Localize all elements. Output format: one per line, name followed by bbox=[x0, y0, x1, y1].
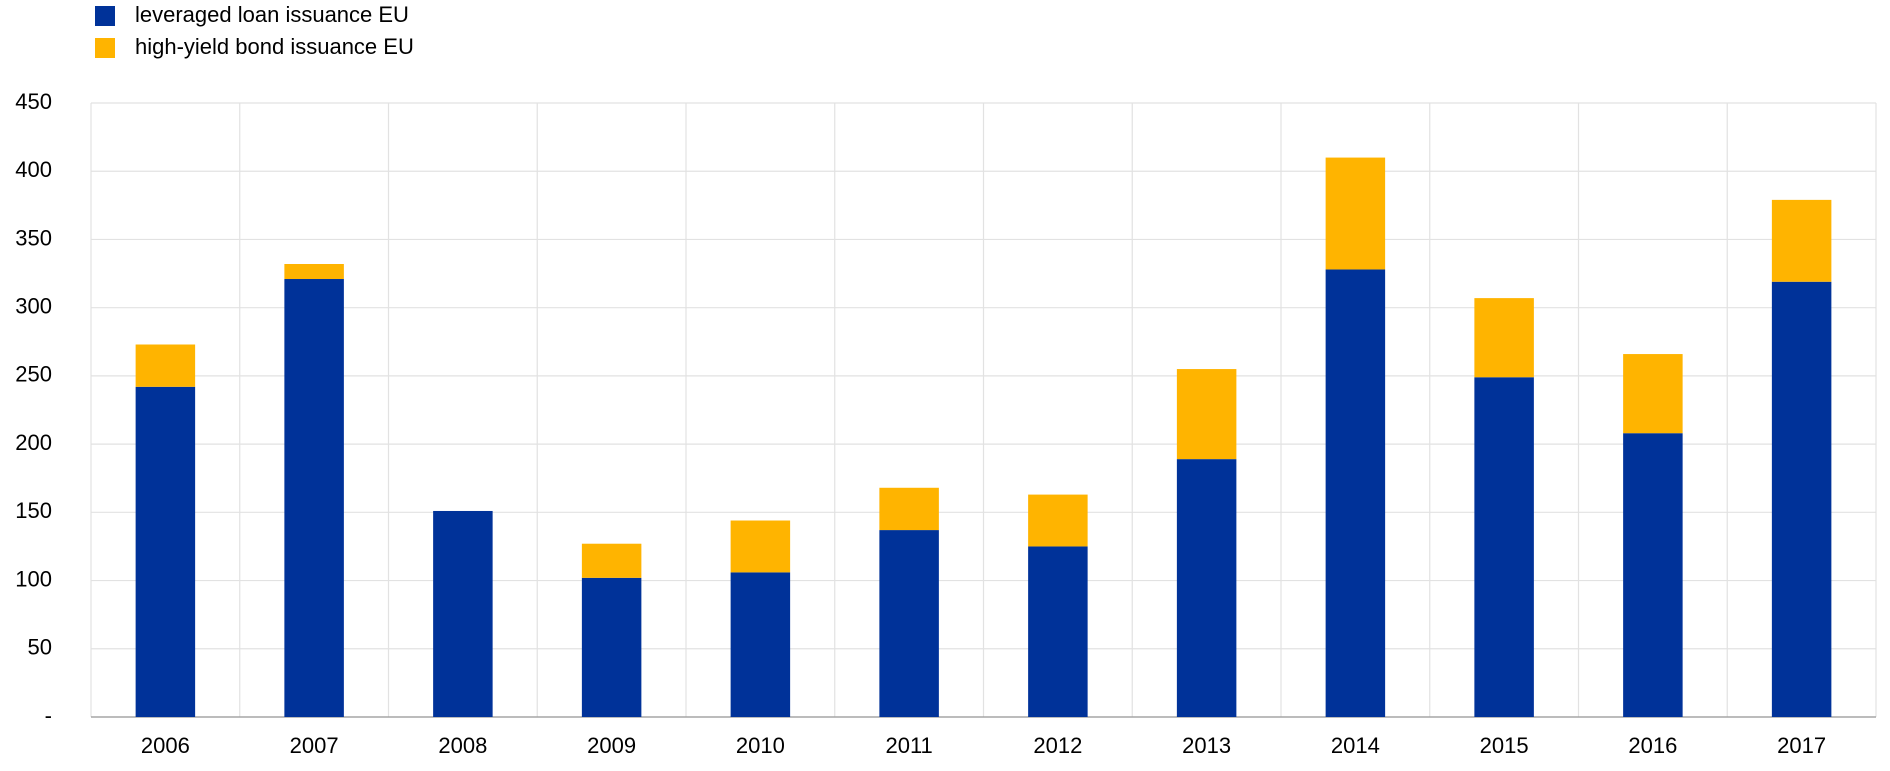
y-tick-label: 50 bbox=[28, 635, 52, 660]
y-tick-label: 300 bbox=[15, 293, 52, 318]
legend-swatch bbox=[95, 6, 115, 26]
y-tick-label: 100 bbox=[15, 566, 52, 591]
bar-segment bbox=[284, 279, 344, 717]
bar-segment bbox=[1623, 433, 1683, 717]
bar-segment bbox=[879, 487, 939, 531]
y-tick-label: - bbox=[45, 703, 52, 728]
x-tick-label: 2009 bbox=[587, 733, 636, 758]
x-tick-label: 2006 bbox=[141, 733, 190, 758]
bar-segment bbox=[581, 543, 642, 578]
bar-segment bbox=[1028, 494, 1088, 547]
bar-segment bbox=[1771, 199, 1832, 282]
bar-segment bbox=[1771, 281, 1832, 717]
bar-segment bbox=[1325, 269, 1386, 717]
x-tick-label: 2012 bbox=[1033, 733, 1082, 758]
x-tick-label: 2008 bbox=[438, 733, 487, 758]
bar-segment bbox=[1176, 369, 1237, 460]
bar-segment bbox=[1623, 354, 1683, 434]
bar-segment bbox=[135, 344, 196, 387]
x-tick-label: 2011 bbox=[885, 733, 932, 758]
bar-segment bbox=[433, 510, 493, 717]
bar-segment bbox=[1474, 298, 1534, 378]
y-tick-label: 200 bbox=[15, 430, 52, 455]
y-tick-label: 400 bbox=[15, 157, 52, 182]
x-tick-label: 2007 bbox=[290, 733, 339, 758]
bar-segment bbox=[1325, 157, 1386, 270]
bar-segment bbox=[730, 572, 791, 717]
legend-label: high-yield bond issuance EU bbox=[135, 34, 414, 59]
x-tick-label: 2015 bbox=[1480, 733, 1529, 758]
y-tick-label: 350 bbox=[15, 225, 52, 250]
bar-segment bbox=[1028, 546, 1088, 717]
bar-segment bbox=[581, 577, 642, 717]
x-tick-label: 2014 bbox=[1331, 733, 1380, 758]
x-tick-label: 2016 bbox=[1628, 733, 1677, 758]
x-tick-label: 2017 bbox=[1777, 733, 1826, 758]
x-tick-label: 2010 bbox=[736, 733, 785, 758]
legend-swatch bbox=[95, 38, 115, 58]
bar-segment bbox=[879, 530, 939, 717]
legend-label: leveraged loan issuance EU bbox=[135, 2, 409, 27]
bar-segment bbox=[730, 520, 791, 573]
bar-segment bbox=[1474, 377, 1534, 717]
bar-segment bbox=[135, 386, 196, 717]
y-tick-label: 250 bbox=[15, 362, 52, 387]
bar-segment bbox=[1176, 459, 1237, 717]
x-tick-label: 2013 bbox=[1182, 733, 1231, 758]
bar-segment bbox=[284, 264, 344, 280]
y-tick-label: 150 bbox=[15, 498, 52, 523]
y-tick-label: 450 bbox=[15, 89, 52, 114]
